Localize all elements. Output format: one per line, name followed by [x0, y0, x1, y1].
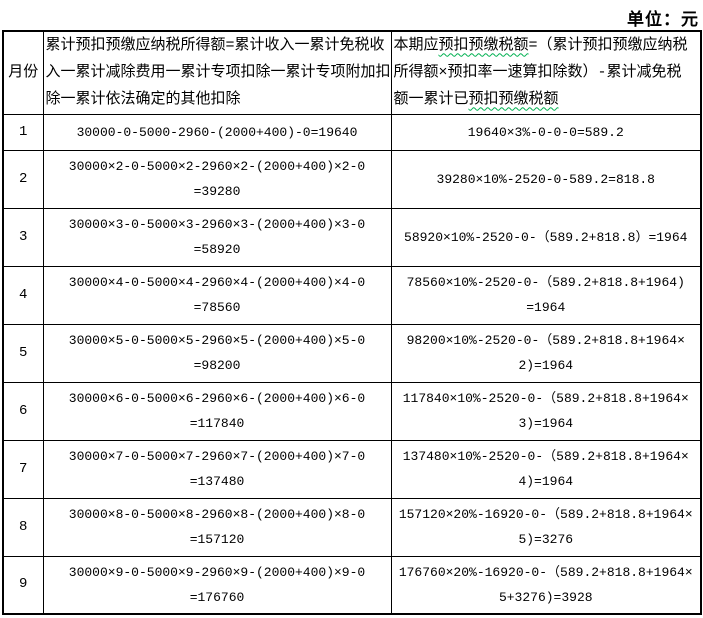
table-row: 6 30000×6-0-5000×6-2960×6-(2000+400)×6-0 =… — [2, 381, 702, 441]
table-row: 9 30000×9-0-5000×9-2960×9-(2000+400)×9-0 =… — [2, 555, 702, 615]
month-cell: 1 — [2, 113, 44, 151]
income-formula-cell: 30000×4-0-5000×4-2960×4-(2000+400)×4-0 =7… — [42, 265, 392, 325]
month-cell: 4 — [2, 265, 44, 325]
table-body: 1 30000-0-5000-2960-(2000+400)-0=19640 196… — [2, 113, 702, 615]
tax-formula-cell: 78560×10%-2520-0-（589.2+818.8+1964) =1964 — [390, 265, 702, 325]
month-cell: 3 — [2, 207, 44, 267]
header-row: 月份 累计预扣预缴应纳税所得额=累计收入一累计免税收 入一累计减除费用一累计专项扣… — [2, 30, 702, 115]
header-month: 月份 — [2, 30, 44, 115]
income-formula-cell: 30000-0-5000-2960-(2000+400)-0=19640 — [42, 113, 392, 151]
tax-withholding-table: 月份 累计预扣预缴应纳税所得额=累计收入一累计免税收 入一累计减除费用一累计专项扣… — [2, 30, 702, 615]
tax-formula-cell: 19640×3%-0-0-0=589.2 — [390, 113, 702, 151]
tax-formula-cell: 176760×20%-16920-0-（589.2+818.8+1964× 5+3… — [390, 555, 702, 615]
month-cell: 5 — [2, 323, 44, 383]
tax-formula-cell: 98200×10%-2520-0-（589.2+818.8+1964× 2)=19… — [390, 323, 702, 383]
month-cell: 7 — [2, 439, 44, 499]
income-formula-cell: 30000×7-0-5000×7-2960×7-(2000+400)×7-0 =1… — [42, 439, 392, 499]
table-row: 4 30000×4-0-5000×4-2960×4-(2000+400)×4-0 =… — [2, 265, 702, 325]
tax-formula-cell: 117840×10%-2520-0-（589.2+818.8+1964× 3)=1… — [390, 381, 702, 441]
table-row: 8 30000×8-0-5000×8-2960×8-(2000+400)×8-0 =… — [2, 497, 702, 557]
table-row: 2 30000×2-0-5000×2-2960×2-(2000+400)×2-0 =… — [2, 149, 702, 209]
unit-label: 单位：元 — [627, 10, 699, 29]
table-row: 1 30000-0-5000-2960-(2000+400)-0=19640 196… — [2, 113, 702, 151]
income-formula-cell: 30000×8-0-5000×8-2960×8-(2000+400)×8-0 =1… — [42, 497, 392, 557]
table-row: 3 30000×3-0-5000×3-2960×3-(2000+400)×3-0 =… — [2, 207, 702, 267]
month-cell: 8 — [2, 497, 44, 557]
income-formula-cell: 30000×9-0-5000×9-2960×9-(2000+400)×9-0 =1… — [42, 555, 392, 615]
month-cell: 6 — [2, 381, 44, 441]
month-cell: 2 — [2, 149, 44, 209]
income-formula-cell: 30000×5-0-5000×5-2960×5-(2000+400)×5-0 =9… — [42, 323, 392, 383]
table-row: 7 30000×7-0-5000×7-2960×7-(2000+400)×7-0 =… — [2, 439, 702, 499]
income-formula-cell: 30000×6-0-5000×6-2960×6-(2000+400)×6-0 =1… — [42, 381, 392, 441]
income-formula-cell: 30000×2-0-5000×2-2960×2-(2000+400)×2-0 =3… — [42, 149, 392, 209]
tax-formula-cell: 157120×20%-16920-0-（589.2+818.8+1964× 5)=… — [390, 497, 702, 557]
table-row: 5 30000×5-0-5000×5-2960×5-(2000+400)×5-0 =… — [2, 323, 702, 383]
tax-formula-cell: 137480×10%-2520-0-（589.2+818.8+1964× 4)=1… — [390, 439, 702, 499]
tax-formula-cell: 58920×10%-2520-0-（589.2+818.8）=1964 — [390, 207, 702, 267]
header-current-withholding-tax-formula: 本期应预扣预缴税额=（累计预扣预缴应纳税 所得额×预扣率一速算扣除数）-累计减免税… — [390, 30, 702, 115]
income-formula-cell: 30000×3-0-5000×3-2960×3-(2000+400)×3-0 =5… — [42, 207, 392, 267]
header-cumulative-taxable-income-formula: 累计预扣预缴应纳税所得额=累计收入一累计免税收 入一累计减除费用一累计专项扣除一累… — [42, 30, 392, 115]
month-cell: 9 — [2, 555, 44, 615]
tax-formula-cell: 39280×10%-2520-0-589.2=818.8 — [390, 149, 702, 209]
